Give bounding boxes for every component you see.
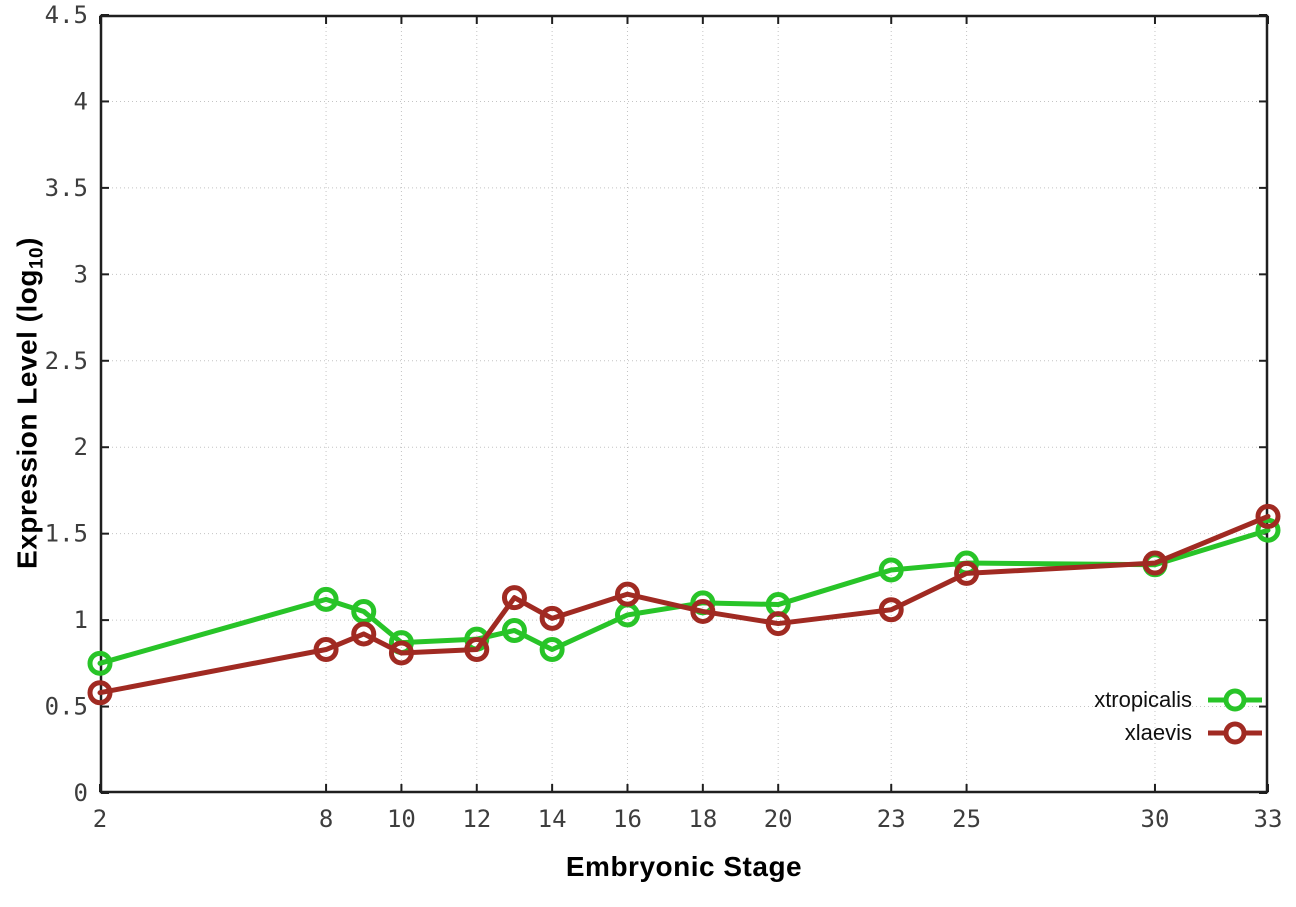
x-tick-label: 33 [1254,805,1283,833]
data-point-marker [501,617,527,643]
x-tick-label: 12 [462,805,491,833]
data-point-marker [351,621,377,647]
gridlines [100,15,1268,793]
x-tick-label: 20 [764,805,793,833]
x-axis-title: Embryonic Stage [565,851,803,882]
y-tick-label: 1 [74,606,88,634]
data-point-marker [501,585,527,611]
data-point-marker [614,581,640,607]
y-tick-label: 1.5 [45,520,88,548]
data-point-marker [87,680,113,706]
legend-label: xlaevis [1124,720,1192,745]
x-tick-label: 30 [1141,805,1170,833]
y-axis-title-text: Expression Level (log [11,269,43,569]
plot-border [99,14,1269,794]
data-point-marker [878,597,904,623]
y-tick-label: 4.5 [45,1,88,29]
y-tick-label: 3.5 [45,174,88,202]
y-tick-label: 2 [74,433,88,461]
data-point-marker [878,557,904,583]
data-point-marker [87,650,113,676]
legend-sample-line-icon [1208,721,1262,745]
y-axis-title: Expression Level (log10) [12,237,49,569]
legend-sample-line-icon [1208,688,1262,712]
x-tick-label: 16 [613,805,642,833]
data-point-marker [1255,517,1281,543]
y-tick-label: 2.5 [45,347,88,375]
data-point-marker [539,605,565,631]
y-tick-label: 0.5 [45,693,88,721]
x-tick-label: 10 [387,805,416,833]
series-line-xlaevis [97,513,1271,696]
x-tick-label: 18 [688,805,717,833]
x-tick-label: 25 [952,805,981,833]
legend-item-xlaevis: xlaevis [1125,719,1264,747]
x-tick-label: 23 [877,805,906,833]
series-xtropicalis [87,517,1281,676]
data-point-marker [464,637,490,663]
legend-label: xtropicalis [1094,687,1192,712]
series-line-xtropicalis [97,527,1271,666]
data-point-marker [690,598,716,624]
series-xlaevis [87,503,1281,706]
x-tick-label: 14 [538,805,567,833]
y-tick-label: 0 [74,779,88,807]
data-point-marker [313,637,339,663]
x-tick-label: 8 [319,805,333,833]
x-tick-label: 2 [93,805,107,833]
y-axis-title-suffix: ) [11,237,43,247]
data-point-marker [765,611,791,637]
data-point-marker [954,560,980,586]
data-point-marker [313,586,339,612]
data-point-marker [388,640,414,666]
data-point-marker [1142,550,1168,576]
legend: xtropicalis xlaevis [1094,686,1264,747]
axis-ticks [99,14,1269,794]
y-axis-title-subscript: 10 [26,246,48,270]
legend-item-xtropicalis: xtropicalis [1094,686,1264,714]
data-point-marker [1255,503,1281,529]
data-point-marker [539,637,565,663]
tick-labels: 2 8 10 12 14 16 18 20 23 25 30 33 0 0.5 1 1.5 2 2.5 3 3.5 4 4… [45,1,1283,833]
y-tick-label: 4 [74,87,88,115]
y-tick-label: 3 [74,260,88,288]
